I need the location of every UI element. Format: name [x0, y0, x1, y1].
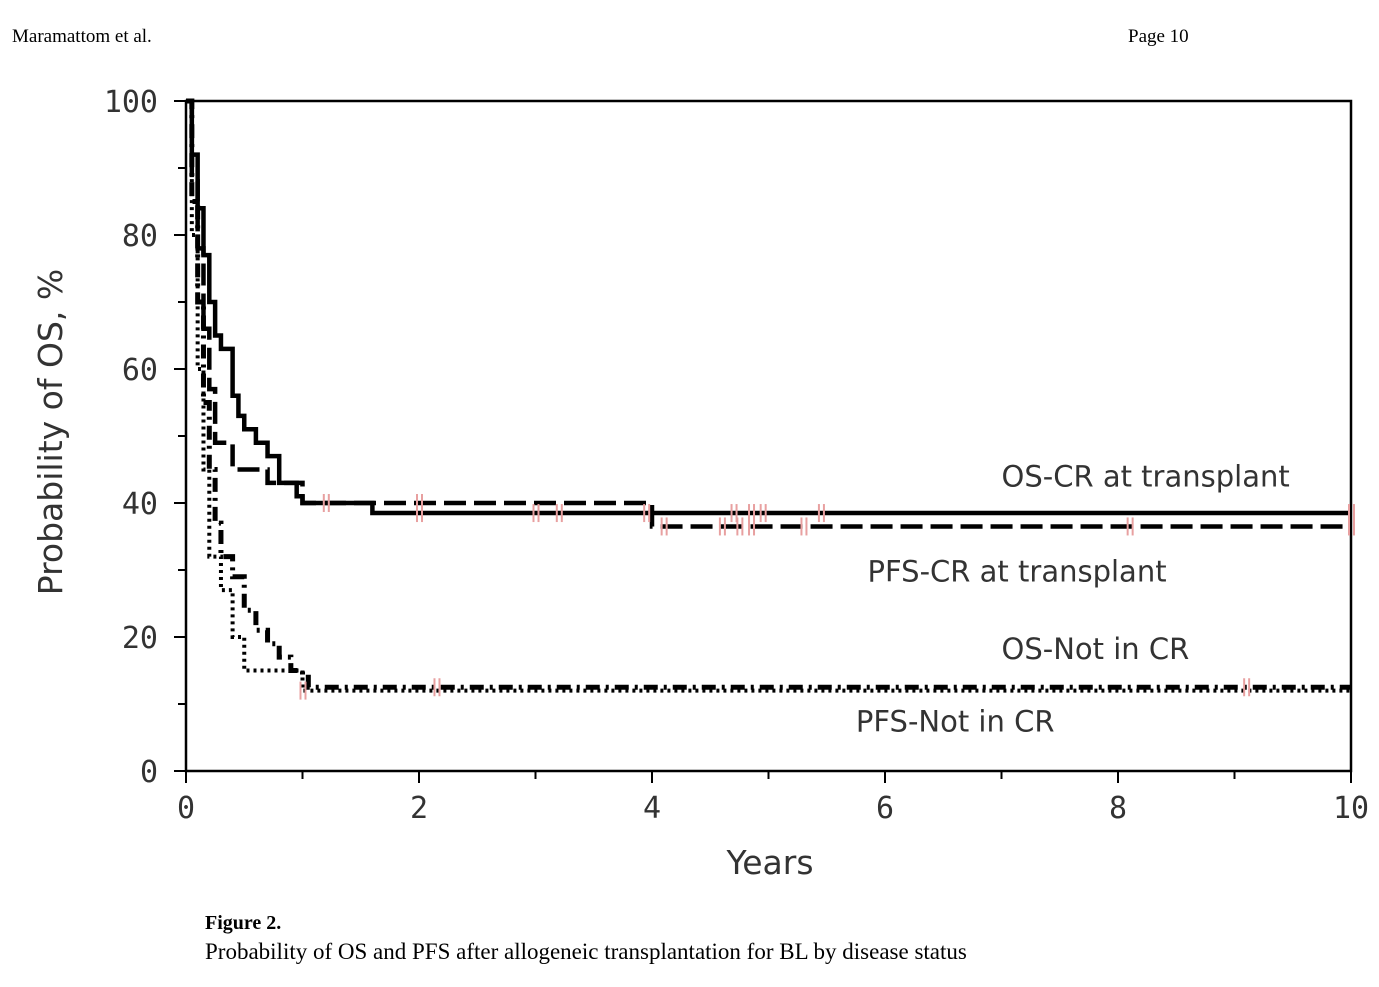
- y-tick-label: 20: [122, 621, 158, 656]
- y-tick-label: 100: [104, 85, 158, 120]
- y-tick-label: 40: [122, 487, 158, 522]
- figure-caption: Probability of OS and PFS after allogene…: [205, 939, 967, 964]
- page-number: Page 10: [1128, 26, 1189, 47]
- series-annotation: OS-CR at transplant: [1002, 459, 1290, 493]
- figure-label: Figure 2.: [205, 912, 282, 934]
- axes-layer: 0 20 40 60 80 100 0 2 4 6 8 10: [104, 85, 1369, 826]
- y-tick-label: 80: [122, 219, 158, 254]
- annotations-layer: OS-CR at transplant PFS-CR at transplant O…: [856, 459, 1290, 738]
- series-annotation: PFS-Not in CR: [856, 704, 1055, 738]
- x-tick-label: 10: [1333, 791, 1369, 826]
- x-tick-label: 6: [876, 791, 894, 826]
- x-axis-label: Years: [725, 843, 813, 882]
- series-annotation: PFS-CR at transplant: [868, 554, 1167, 588]
- y-tick-label: 60: [122, 353, 158, 388]
- censor-marks-layer: [299, 494, 1355, 700]
- series-line-1: [186, 98, 1351, 529]
- plot-frame: [184, 99, 1353, 773]
- series-line-0: [186, 98, 1351, 516]
- series-line-3: [186, 99, 1351, 693]
- x-tick-label: 4: [643, 791, 661, 826]
- y-tick-label: 0: [140, 755, 158, 790]
- x-tick-label: 2: [410, 791, 428, 826]
- x-tick-label: 8: [1109, 791, 1127, 826]
- series-line-2: [186, 98, 1351, 690]
- x-tick-label: 0: [177, 791, 195, 826]
- series-layer: [186, 98, 1351, 693]
- series-annotation: OS-Not in CR: [1002, 632, 1190, 666]
- y-axis-label: Probability of OS, %: [31, 269, 70, 596]
- author-header: Maramattom et al.: [12, 26, 152, 47]
- km-chart: 0 20 40 60 80 100 0 2 4 6 8 10 OS-CR at transplant P…: [31, 85, 1369, 882]
